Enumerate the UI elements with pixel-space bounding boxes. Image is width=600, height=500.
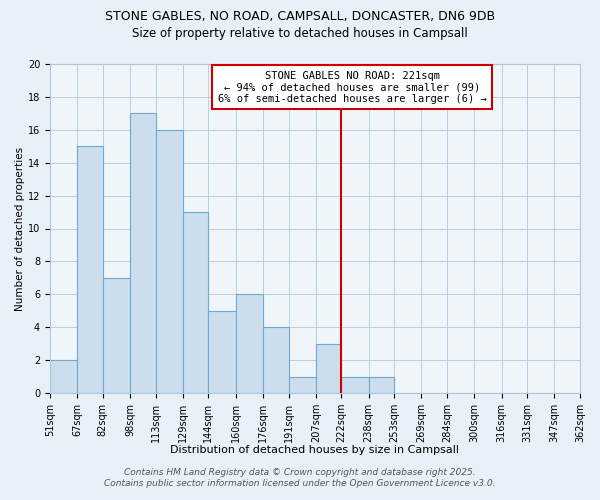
Bar	[263, 327, 289, 393]
Y-axis label: Number of detached properties: Number of detached properties	[15, 146, 25, 310]
Bar	[155, 130, 183, 393]
Bar	[341, 376, 368, 393]
Bar	[368, 376, 394, 393]
Text: STONE GABLES, NO ROAD, CAMPSALL, DONCASTER, DN6 9DB: STONE GABLES, NO ROAD, CAMPSALL, DONCAST…	[105, 10, 495, 23]
Text: Size of property relative to detached houses in Campsall: Size of property relative to detached ho…	[132, 28, 468, 40]
Text: STONE GABLES NO ROAD: 221sqm
← 94% of detached houses are smaller (99)
6% of sem: STONE GABLES NO ROAD: 221sqm ← 94% of de…	[218, 70, 487, 104]
Bar	[316, 344, 341, 393]
Bar	[77, 146, 103, 393]
Bar	[103, 278, 130, 393]
Bar	[289, 376, 316, 393]
Bar	[236, 294, 263, 393]
X-axis label: Distribution of detached houses by size in Campsall: Distribution of detached houses by size …	[170, 445, 460, 455]
Bar	[130, 114, 155, 393]
Bar	[50, 360, 77, 393]
Text: Contains HM Land Registry data © Crown copyright and database right 2025.
Contai: Contains HM Land Registry data © Crown c…	[104, 468, 496, 487]
Bar	[208, 310, 236, 393]
Bar	[183, 212, 208, 393]
